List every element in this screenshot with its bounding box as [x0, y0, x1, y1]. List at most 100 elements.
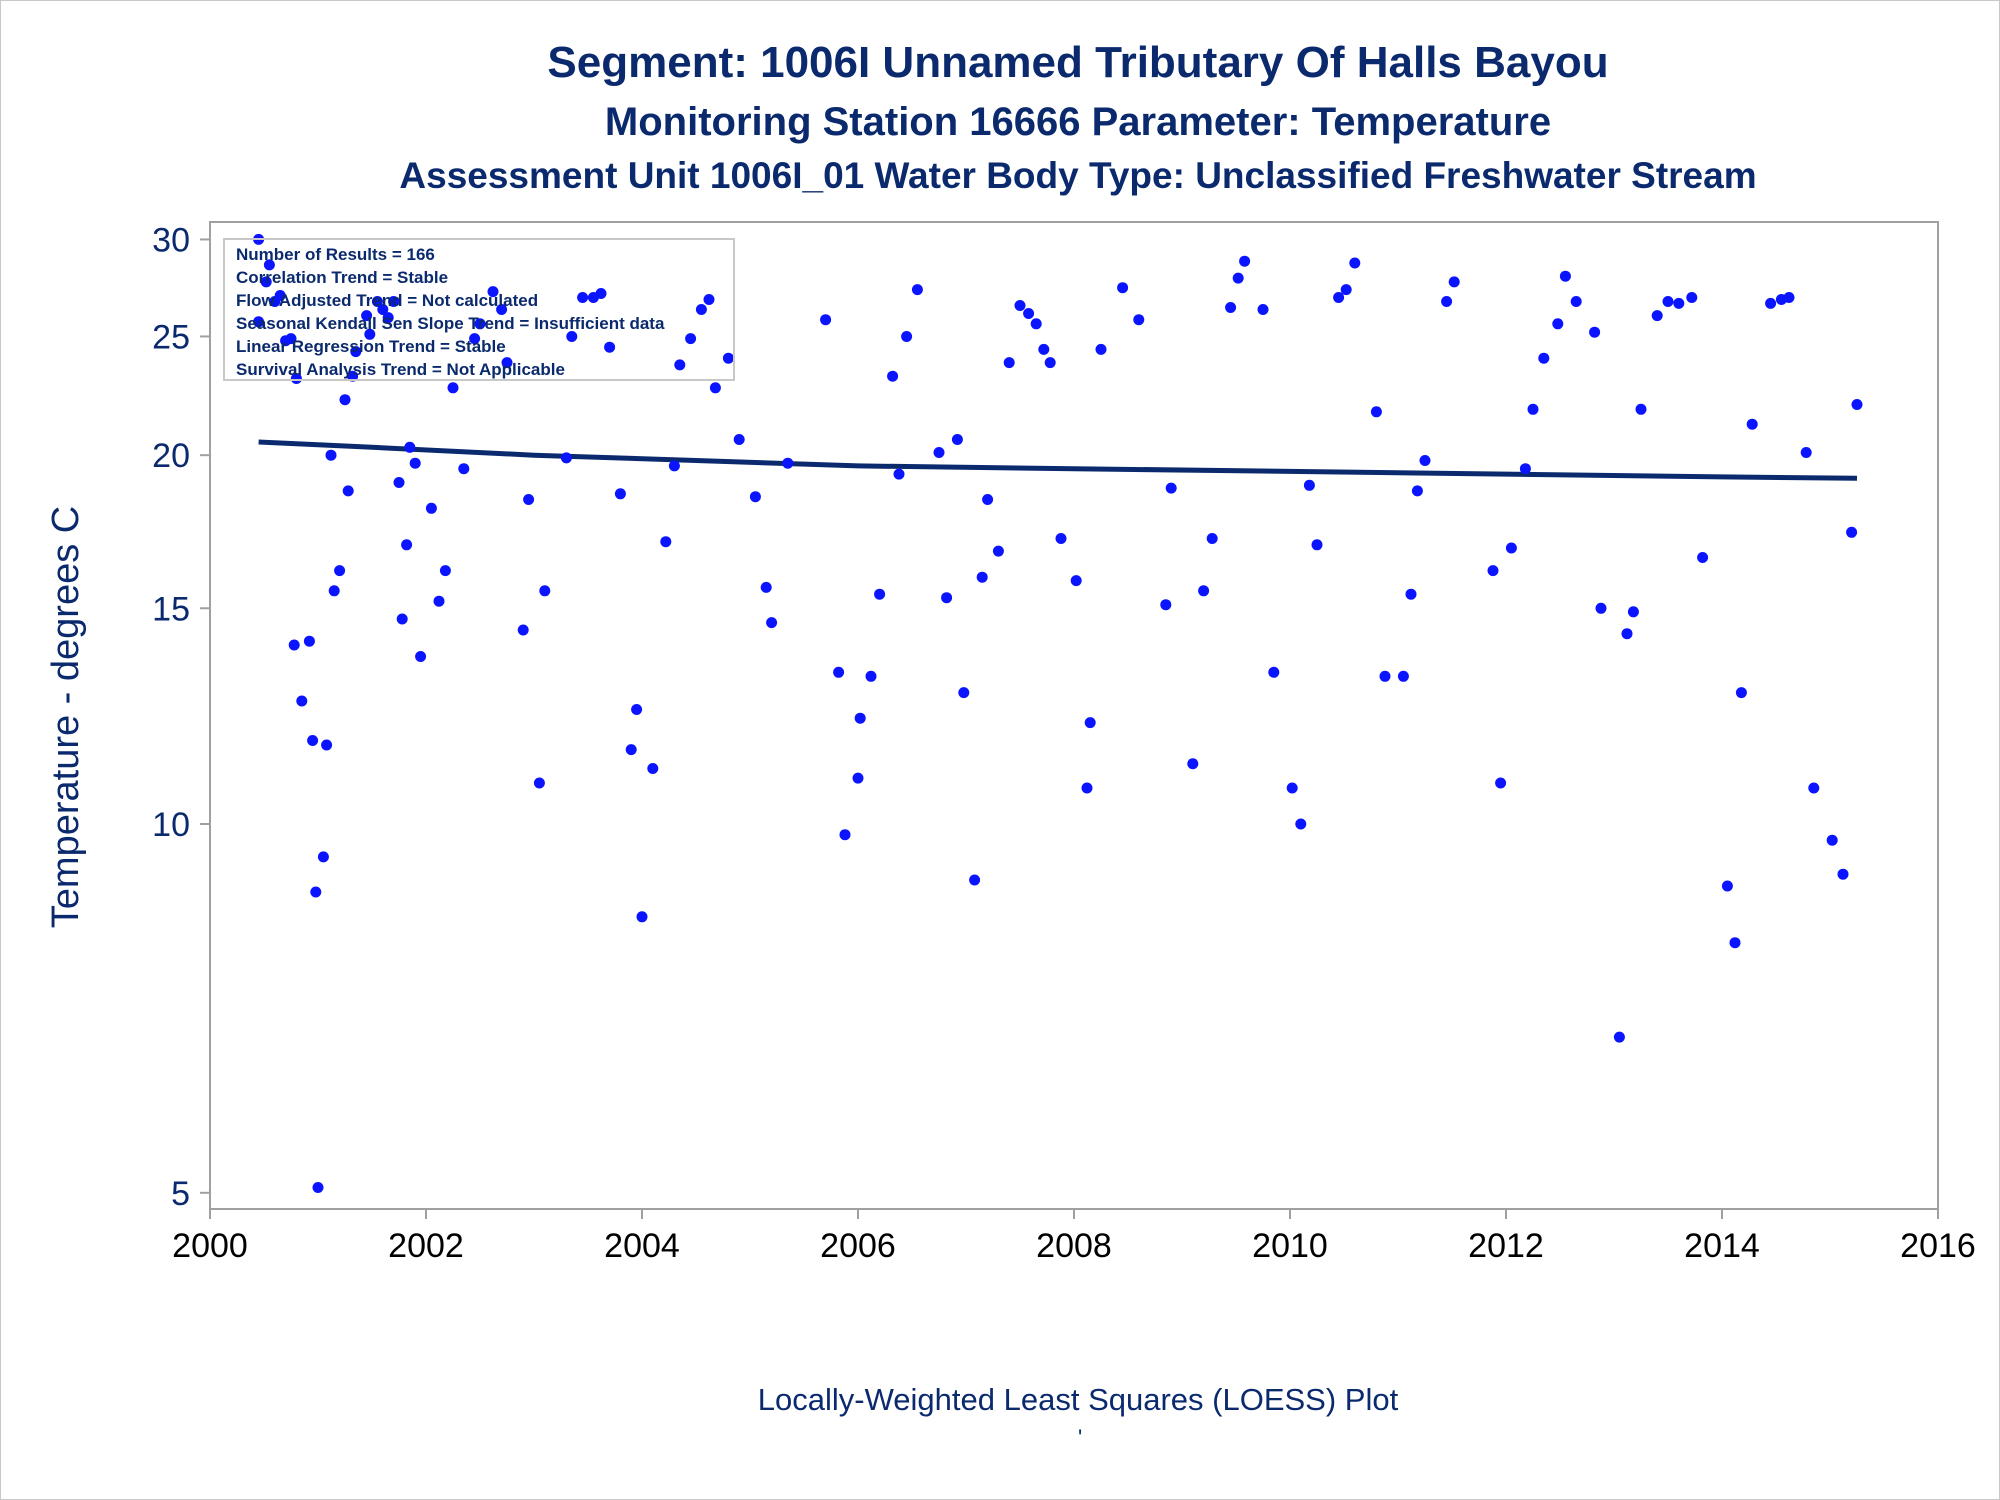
data-point	[339, 394, 351, 406]
data-point	[992, 545, 1004, 557]
data-point	[1419, 455, 1431, 466]
data-point	[1117, 282, 1129, 294]
data-point	[887, 370, 899, 382]
data-point	[388, 296, 400, 307]
data-point	[517, 624, 529, 636]
data-point	[1295, 818, 1307, 830]
data-point	[709, 382, 721, 394]
data-point	[1527, 403, 1539, 415]
data-point	[1495, 777, 1507, 789]
data-point	[833, 666, 845, 678]
data-point	[396, 613, 408, 625]
data-point	[371, 296, 383, 307]
data-point	[1627, 606, 1639, 618]
data-point	[1379, 670, 1391, 682]
data-point	[263, 259, 275, 271]
data-point	[854, 712, 866, 724]
data-point	[404, 441, 416, 453]
data-point	[439, 565, 451, 577]
data-point	[695, 304, 707, 315]
data-point	[487, 286, 499, 298]
data-point	[325, 449, 337, 461]
annotation-line: Flow Adjusted Trend = Not calculated	[236, 291, 538, 310]
data-point	[865, 670, 877, 682]
data-point	[433, 595, 445, 607]
y-tick-label: 15	[152, 590, 190, 628]
x-tick-label: 2002	[388, 1227, 464, 1265]
data-point	[274, 290, 286, 301]
data-point	[1165, 482, 1177, 494]
x-tick-label: 2000	[172, 1227, 248, 1265]
data-point	[364, 328, 376, 340]
data-point	[1589, 326, 1601, 338]
data-point	[1697, 552, 1709, 563]
data-point	[469, 333, 481, 345]
data-point	[1595, 602, 1607, 614]
data-point	[1286, 782, 1298, 794]
data-point	[361, 310, 373, 322]
data-point	[1808, 782, 1820, 794]
data-point	[1095, 343, 1107, 355]
data-points	[253, 233, 1863, 1193]
annotation-line: Number of Results = 166	[236, 245, 435, 264]
data-point	[760, 581, 772, 593]
data-point	[260, 276, 272, 288]
data-point	[1559, 270, 1571, 282]
data-point	[722, 352, 734, 364]
data-point	[1441, 296, 1453, 307]
data-point	[969, 874, 981, 886]
data-point	[1826, 834, 1838, 846]
data-point	[1038, 343, 1050, 355]
data-point	[685, 333, 697, 345]
data-point	[1257, 304, 1269, 315]
data-point	[1746, 418, 1758, 430]
chart-subtitle-2: Assessment Unit 1006I_01 Water Body Type…	[399, 155, 1757, 196]
x-tick-label: 2014	[1684, 1227, 1760, 1265]
data-point	[1303, 479, 1315, 491]
data-point	[1397, 670, 1409, 682]
x-tick-label: 2008	[1036, 1227, 1112, 1265]
x-axis: 2000 2002 2004 2006 2008 2010 2012 2014 2016	[172, 1209, 1976, 1265]
data-point	[1570, 296, 1582, 307]
data-point	[312, 1182, 324, 1193]
data-point	[1084, 717, 1096, 729]
data-point	[1505, 542, 1517, 554]
data-point	[1003, 357, 1015, 369]
y-tick-label: 10	[152, 806, 190, 844]
loess-trend	[258, 439, 1858, 481]
data-point	[1023, 308, 1035, 319]
data-point	[377, 304, 389, 315]
data-point	[1729, 937, 1741, 949]
y-tick-label: 25	[152, 318, 190, 356]
data-point	[766, 617, 778, 629]
data-point	[307, 735, 319, 746]
x-tick-label: 2004	[604, 1227, 680, 1265]
data-point	[288, 639, 300, 651]
data-point	[1014, 300, 1026, 311]
data-point	[1349, 257, 1361, 269]
data-point	[733, 434, 745, 445]
x-tick-label: 2016	[1900, 1227, 1976, 1265]
data-point	[1552, 318, 1564, 330]
data-point	[1268, 666, 1280, 678]
data-point	[1686, 292, 1698, 303]
data-point	[1846, 526, 1858, 538]
data-point	[1311, 539, 1323, 551]
data-point	[1370, 406, 1382, 418]
data-point	[1133, 314, 1145, 326]
data-point	[941, 592, 953, 604]
data-point	[933, 447, 945, 458]
trend-line	[258, 439, 1858, 481]
y-axis: 5 10 15 20 25 30	[152, 221, 210, 1213]
x-tick-label: 2010	[1252, 1227, 1328, 1265]
data-point	[577, 292, 589, 303]
annotation-box	[223, 238, 735, 381]
plot-footnote: Locally-Weighted Least Squares (LOESS) P…	[757, 1382, 1399, 1417]
data-point	[1783, 292, 1795, 303]
y-tick-label: 20	[152, 437, 190, 475]
data-point	[1651, 310, 1663, 322]
data-point	[660, 536, 672, 548]
data-point	[1800, 447, 1812, 458]
data-point	[982, 494, 994, 505]
data-point	[296, 695, 308, 707]
